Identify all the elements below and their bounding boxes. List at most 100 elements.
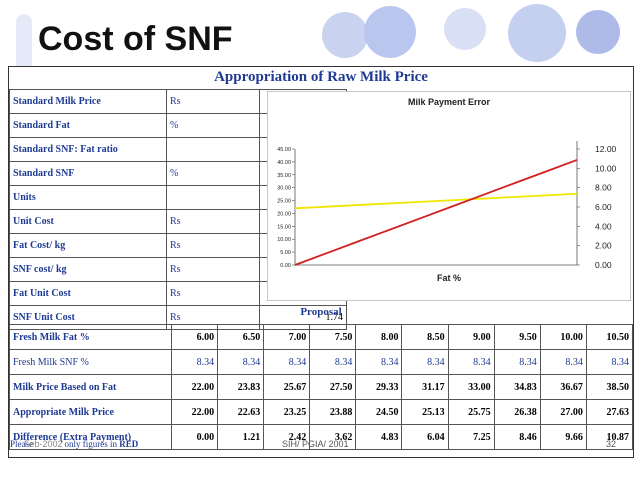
parameter-label: Fat Unit Cost xyxy=(9,281,167,306)
parameter-label: Fat Cost/ kg xyxy=(9,233,167,258)
proposal-cell: 36.67 xyxy=(539,374,587,400)
proposal-cell: 27.00 xyxy=(539,399,587,425)
proposal-cell: 25.67 xyxy=(263,374,311,400)
chart-title: Milk Payment Error xyxy=(408,97,491,107)
proposal-cell: 8.34 xyxy=(309,349,357,375)
appropriate-price-series-line xyxy=(294,192,578,210)
proposal-cell: 9.50 xyxy=(493,324,541,350)
proposal-cell: 33.00 xyxy=(447,374,495,400)
y-right-tick-label: 12.00 xyxy=(595,144,617,154)
proposal-cell: 22.00 xyxy=(170,374,219,400)
parameter-unit xyxy=(166,185,260,210)
proposal-cell: 9.00 xyxy=(447,324,495,350)
proposal-cell: 31.17 xyxy=(401,374,449,400)
proposal-row-label: Appropriate Milk Price xyxy=(9,399,172,425)
y-left-tick-label: 25.00 xyxy=(277,199,291,205)
decor-bubble xyxy=(364,6,416,58)
parameter-unit: Rs xyxy=(166,257,260,282)
y-right-tick-label: 0.00 xyxy=(595,260,612,270)
parameter-unit xyxy=(166,137,260,162)
parameter-label: Standard Fat xyxy=(9,113,167,138)
parameter-unit: % xyxy=(166,161,260,186)
proposal-cell: 25.13 xyxy=(401,399,449,425)
parameter-label: Standard SNF xyxy=(9,161,167,186)
y-right-tick-label: 6.00 xyxy=(595,202,612,212)
appropriation-title: Appropriation of Raw Milk Price xyxy=(214,69,428,85)
proposal-cell: 23.88 xyxy=(309,399,357,425)
y-left-tick-label: 10.00 xyxy=(277,237,291,243)
y-right-tick-label: 10.00 xyxy=(595,163,617,173)
decor-bubble xyxy=(508,4,566,62)
page-number: 32 xyxy=(605,439,616,449)
slide-title: Cost of SNF xyxy=(38,20,233,58)
y-left-tick-label: 15.00 xyxy=(277,224,291,230)
proposal-title: Proposal xyxy=(300,306,342,318)
proposal-cell: 27.50 xyxy=(309,374,357,400)
decor-bubble xyxy=(576,10,620,54)
y-right-tick-label: 4.00 xyxy=(595,221,612,231)
y-left-tick-label: 45.00 xyxy=(277,147,291,153)
proposal-row-label: Milk Price Based on Fat xyxy=(9,374,172,400)
y-left-tick-label: 20.00 xyxy=(277,211,291,217)
proposal-table: Fresh Milk Fat % 6.00 6.50 7.00 7.50 8.00 8.50… xyxy=(9,324,634,450)
proposal-cell: 23.83 xyxy=(217,374,265,400)
y-left-tick-label: 5.00 xyxy=(280,250,291,256)
proposal-row: Fresh Milk Fat % 6.00 6.50 7.00 7.50 8.00 8.50… xyxy=(9,324,634,350)
proposal-cell: 10.87 xyxy=(585,424,634,450)
proposal-cell: 7.25 xyxy=(447,424,495,450)
proposal-cell: 8.34 xyxy=(447,349,495,375)
proposal-cell: 9.66 xyxy=(539,424,587,450)
parameter-label: SNF cost/ kg xyxy=(9,257,167,282)
proposal-cell: 10.00 xyxy=(539,324,587,350)
slide-footer: Please only figures in RED Feb-2002 SIH/… xyxy=(10,439,630,455)
proposal-cell: 8.34 xyxy=(263,349,311,375)
proposal-cell: 10.50 xyxy=(585,324,634,350)
parameter-label: Units xyxy=(9,185,167,210)
proposal-cell: 8.46 xyxy=(493,424,541,450)
footer-date: Feb-2002 xyxy=(24,439,63,449)
parameter-label: Standard SNF: Fat ratio xyxy=(9,137,167,162)
proposal-cell: 26.38 xyxy=(493,399,541,425)
proposal-row-label: Difference (Extra Payment) xyxy=(9,424,172,450)
footer-note: Please only figures in RED xyxy=(10,439,139,449)
proposal-cell: 38.50 xyxy=(585,374,634,400)
decor-bubble xyxy=(444,8,486,50)
proposal-cell: 8.34 xyxy=(170,349,219,375)
parameter-label: Unit Cost xyxy=(9,209,167,234)
proposal-row: Difference (Extra Payment) 0.00 1.21 2.42 3.… xyxy=(9,424,634,450)
proposal-cell: 22.63 xyxy=(217,399,265,425)
proposal-cell: 6.50 xyxy=(217,324,265,350)
parameter-label: Standard Milk Price xyxy=(9,89,167,114)
proposal-row: Milk Price Based on Fat 22.00 23.83 25.67 27… xyxy=(9,374,634,400)
difference-series-line xyxy=(294,159,578,266)
decor-bubble xyxy=(322,12,368,58)
proposal-cell: 7.00 xyxy=(263,324,311,350)
footer-center: SIH/ PGIA/ 2001 xyxy=(282,439,349,449)
proposal-row-label: Fresh Milk SNF % xyxy=(9,349,172,375)
proposal-cell: 7.50 xyxy=(309,324,357,350)
proposal-cell: 27.63 xyxy=(585,399,634,425)
proposal-row: Fresh Milk SNF % 8.34 8.34 8.34 8.34 8.34 8.34… xyxy=(9,349,634,375)
proposal-cell: 34.83 xyxy=(493,374,541,400)
milk-payment-error-chart: Milk Payment Error 0.00 5.00 10.00 15.00 20.… xyxy=(267,91,631,301)
proposal-cell: 4.83 xyxy=(355,424,403,450)
proposal-cell: 8.34 xyxy=(539,349,587,375)
parameter-unit: Rs xyxy=(166,233,260,258)
parameter-unit: Rs xyxy=(166,209,260,234)
proposal-row-label: Fresh Milk Fat % xyxy=(9,324,172,350)
proposal-cell: 8.34 xyxy=(493,349,541,375)
proposal-cell: 29.33 xyxy=(355,374,403,400)
parameter-unit: Rs xyxy=(166,281,260,306)
chart-xlabel: Fat % xyxy=(437,273,461,283)
proposal-cell: 6.00 xyxy=(170,324,219,350)
y-left-tick-label: 40.00 xyxy=(277,160,291,166)
proposal-row: Appropriate Milk Price 22.00 22.63 23.25 23.… xyxy=(9,399,634,425)
proposal-cell: 22.00 xyxy=(170,399,219,425)
y-left-tick-label: 0.00 xyxy=(280,263,291,269)
spreadsheet-panel: Appropriation of Raw Milk Price Standard… xyxy=(8,66,634,458)
proposal-cell: 8.50 xyxy=(401,324,449,350)
y-right-tick-label: 2.00 xyxy=(595,241,612,251)
proposal-cell: 23.25 xyxy=(263,399,311,425)
proposal-cell: 8.34 xyxy=(401,349,449,375)
proposal-cell: 25.75 xyxy=(447,399,495,425)
